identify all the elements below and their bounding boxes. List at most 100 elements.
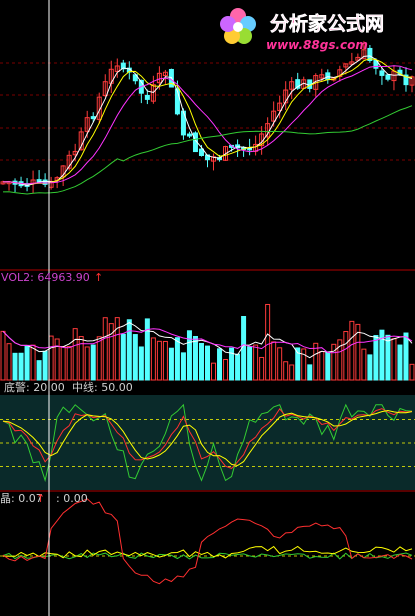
volume-bar xyxy=(289,364,295,381)
volume-bar xyxy=(138,346,144,381)
candle-body xyxy=(36,179,42,183)
volume-bar xyxy=(277,347,283,381)
volume-bar xyxy=(6,343,12,381)
volume-bar xyxy=(349,320,355,381)
candle-body xyxy=(198,148,204,156)
volume-bar xyxy=(144,318,150,381)
ma-line-green xyxy=(2,105,413,195)
candle-body xyxy=(367,47,373,62)
volume-ma-magenta xyxy=(2,328,413,354)
volume-bar xyxy=(283,361,289,381)
volume-bar xyxy=(403,332,409,381)
volume-bar xyxy=(120,333,126,381)
osc-line-green xyxy=(2,552,413,560)
osc-line-yellow xyxy=(2,545,413,559)
volume-bar xyxy=(259,356,265,381)
volume-bar xyxy=(409,363,415,381)
kdj-label-mid: 中线: 50.00 xyxy=(72,380,133,394)
candle-body xyxy=(42,179,48,185)
kdj-line-yellow xyxy=(2,409,413,467)
volume-bar xyxy=(36,360,42,381)
candle-body xyxy=(283,89,289,104)
candle-body xyxy=(120,62,126,70)
price-panel xyxy=(0,41,415,195)
kdj-line-red xyxy=(2,408,413,469)
candle-body xyxy=(150,84,156,102)
volume-bar xyxy=(271,341,277,381)
candle-body xyxy=(403,74,409,86)
candle-body xyxy=(223,146,229,161)
osc-line-red xyxy=(2,498,413,585)
ma-line-magenta xyxy=(2,65,413,185)
volume-bar xyxy=(192,335,198,381)
candle-body xyxy=(66,154,72,169)
watermark-logo: 分析家公式网 www.88gs.com xyxy=(220,8,384,52)
kdj-panel xyxy=(0,403,415,483)
kdj-background xyxy=(0,395,415,490)
volume-bar xyxy=(66,346,72,381)
candle-body xyxy=(373,59,379,69)
volume-bar xyxy=(247,346,253,381)
volume-bar xyxy=(223,359,229,381)
volume-bar xyxy=(108,323,114,381)
volume-bar xyxy=(331,343,337,381)
volume-bar xyxy=(132,334,138,381)
volume-bar xyxy=(150,337,156,381)
volume-bar xyxy=(355,323,361,381)
volume-bar xyxy=(12,352,18,381)
volume-bar xyxy=(72,328,78,381)
candle-body xyxy=(271,110,277,122)
volume-bar xyxy=(180,352,186,381)
volume-bar xyxy=(60,346,66,381)
volume-bar xyxy=(84,346,90,381)
volume-bar xyxy=(30,344,36,381)
volume-bar xyxy=(337,339,343,381)
volume-bar xyxy=(18,352,24,381)
volume-bar xyxy=(205,345,210,381)
volume-bar xyxy=(174,337,180,381)
candle-body xyxy=(102,81,108,97)
volume-bar xyxy=(397,344,403,381)
volume-bar xyxy=(96,336,102,381)
candle-body xyxy=(186,133,192,137)
volume-bar xyxy=(373,335,379,381)
candle-body xyxy=(114,65,120,72)
ma-line-yellow xyxy=(2,58,413,185)
volume-bar xyxy=(367,354,373,381)
candle-body xyxy=(355,56,361,61)
candle-body xyxy=(343,63,349,68)
ma-line-white xyxy=(2,55,413,187)
volume-bar xyxy=(186,330,192,381)
candle-body xyxy=(277,102,283,112)
volume-bar xyxy=(325,351,331,381)
candle-body xyxy=(289,81,295,90)
volume-bar xyxy=(162,340,168,381)
volume-bar xyxy=(211,362,217,381)
candle-body xyxy=(144,94,150,100)
volume-bar xyxy=(253,344,259,381)
candle-body xyxy=(361,49,367,60)
volume-bar xyxy=(319,351,325,381)
osc-arrow-icon: ↑ xyxy=(36,492,45,505)
volume-bar xyxy=(48,335,54,381)
volume-bar xyxy=(313,342,319,381)
volume-bar xyxy=(235,353,241,381)
volume-bar xyxy=(217,348,223,381)
volume-arrow-icon: ↑ xyxy=(94,271,103,284)
volume-bar xyxy=(301,348,307,381)
candle-body xyxy=(78,131,84,151)
osc-panel xyxy=(0,498,415,585)
candle-body xyxy=(337,69,343,78)
volume-bar xyxy=(90,344,96,381)
candle-body xyxy=(162,71,168,77)
volume-bar xyxy=(168,347,174,381)
volume-bar xyxy=(307,364,313,381)
volume-bar xyxy=(295,347,301,381)
volume-panel xyxy=(0,303,415,381)
kdj-label-alert: 底警: 20.00 xyxy=(4,380,65,394)
volume-bar xyxy=(379,329,385,381)
osc-label-b: : 0.00 xyxy=(56,492,88,505)
flower-icon xyxy=(220,8,256,44)
candle-body xyxy=(90,116,96,120)
candle-body xyxy=(295,79,301,89)
